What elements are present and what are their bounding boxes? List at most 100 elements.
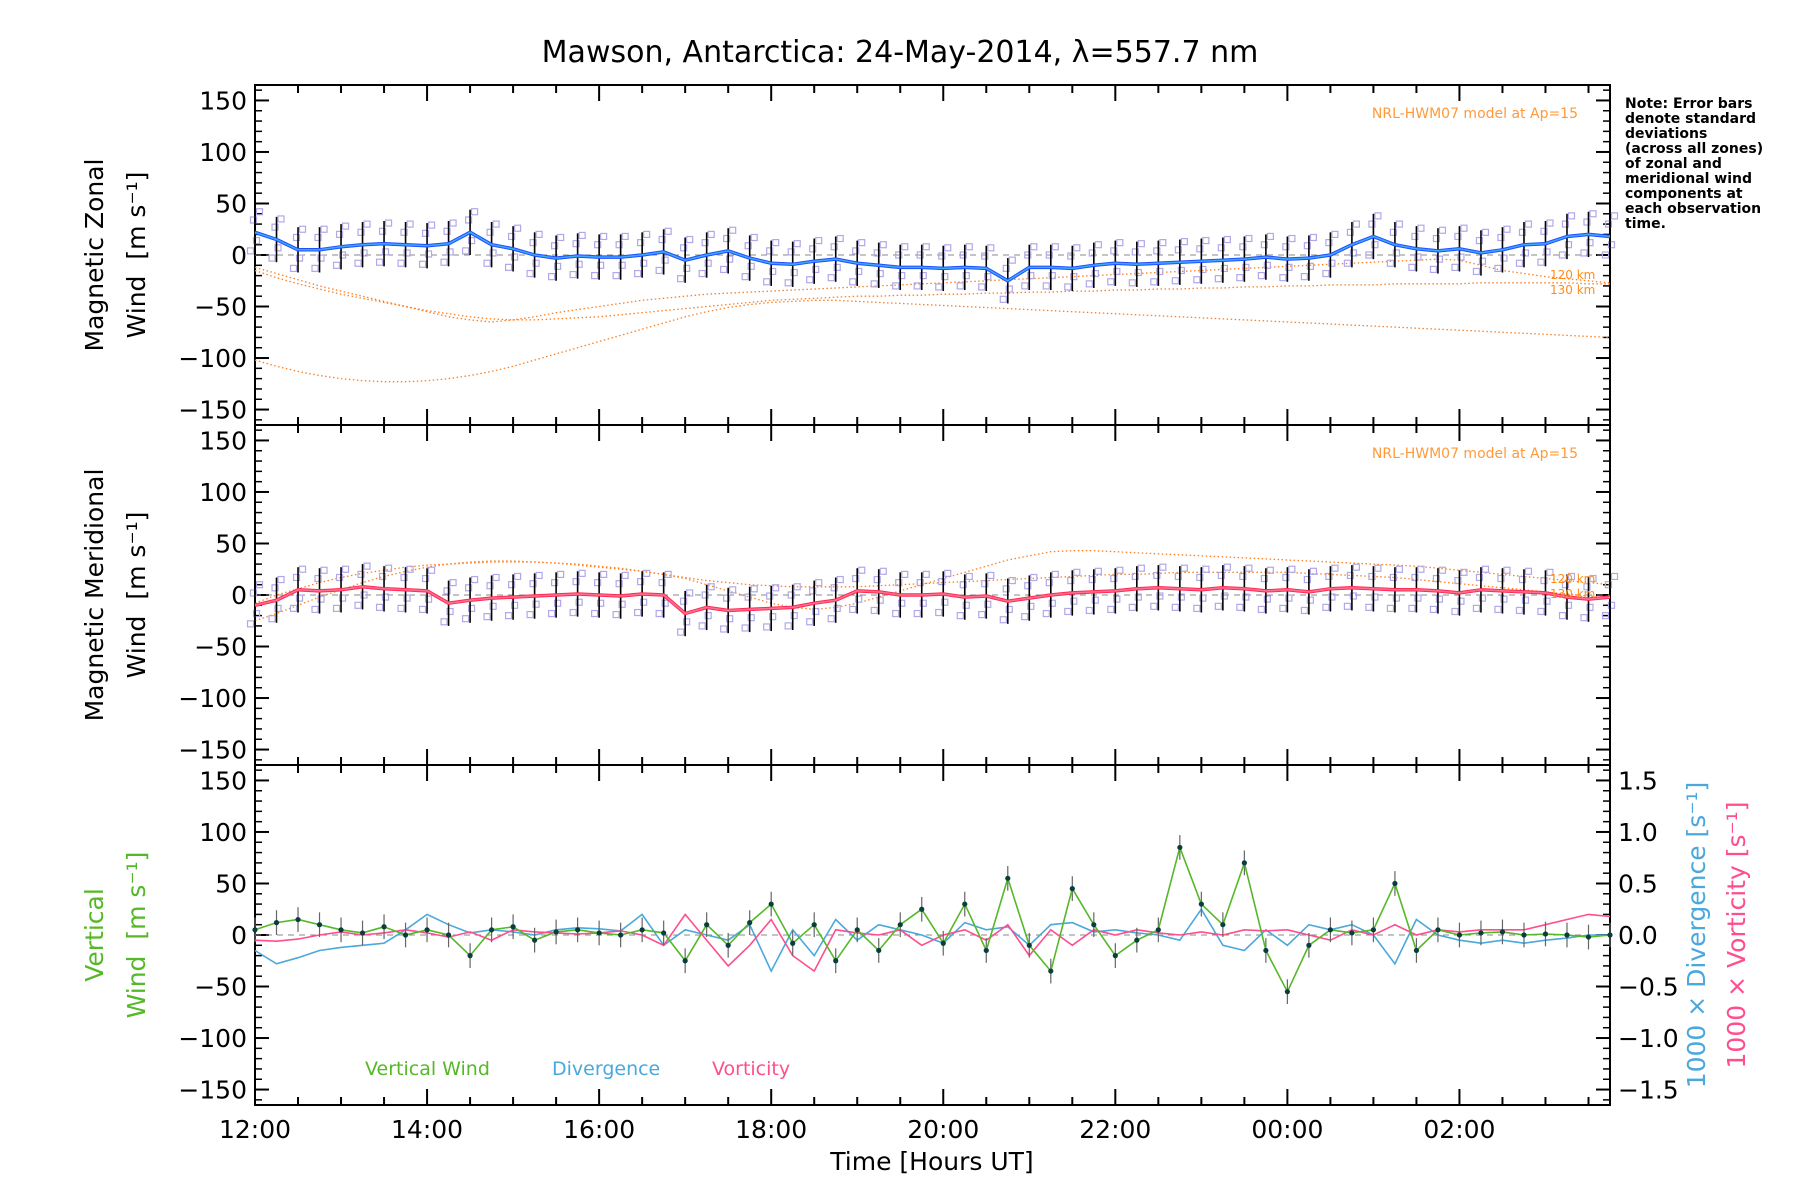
vertical-wind-point <box>445 932 452 938</box>
zone-point <box>381 248 390 256</box>
zone-point <box>686 589 694 597</box>
wind-line-highlight <box>254 231 1611 282</box>
zone-point <box>548 273 556 281</box>
zone-point <box>363 220 371 228</box>
zone-point <box>1288 565 1296 573</box>
ytick-label: −150 <box>178 396 247 425</box>
zone-point <box>1045 251 1053 259</box>
zonal-model-alt-130: 130 km <box>1550 283 1595 297</box>
zone-point <box>1537 258 1545 266</box>
ytick-label: 0 <box>231 241 247 270</box>
zone-point <box>1263 261 1271 269</box>
zone-point <box>1500 254 1508 262</box>
vertical-wind-point <box>553 929 559 935</box>
zone-point <box>461 247 470 255</box>
zone-point <box>1242 593 1250 601</box>
zone-point <box>1279 604 1287 612</box>
zone-point <box>483 613 491 621</box>
zone-point <box>1199 265 1207 274</box>
zone-point <box>747 262 755 270</box>
zone-point <box>1521 596 1530 604</box>
zone-point <box>830 584 838 592</box>
zone-point <box>1171 277 1179 285</box>
zonal-ylabel-line1: Magnetic Zonal <box>80 159 109 352</box>
zone-point <box>443 587 451 595</box>
zone-point <box>446 248 454 256</box>
zone-point <box>1285 263 1293 271</box>
zone-point <box>1073 244 1081 252</box>
zone-point <box>311 605 319 614</box>
zone-point <box>1196 245 1204 253</box>
zone-point <box>1027 272 1035 280</box>
zone-point <box>1610 212 1619 220</box>
xtick-label: 14:00 <box>391 1115 463 1144</box>
zone-point <box>1024 582 1032 590</box>
zone-point <box>661 599 669 607</box>
zone-point <box>1472 604 1481 612</box>
zone-point <box>1429 265 1438 274</box>
zone-point <box>424 250 433 258</box>
zone-point <box>1460 568 1468 576</box>
zone-point <box>999 616 1007 624</box>
zone-point <box>763 623 771 631</box>
zonal-model-alt-120: 120 km <box>1550 268 1595 282</box>
zone-point <box>1174 246 1182 254</box>
zone-point <box>292 233 301 242</box>
vertical-wind-point <box>1048 968 1054 974</box>
zone-point <box>1524 220 1533 228</box>
zone-point <box>621 232 629 241</box>
zone-point <box>1331 564 1339 572</box>
zone-point <box>554 262 562 270</box>
note-line-3: deviations <box>1625 126 1707 142</box>
ytick-label: 50 <box>215 869 247 898</box>
zone-point <box>1067 252 1075 260</box>
zone-point <box>1174 572 1182 581</box>
zone-point <box>1457 597 1465 605</box>
vertical-wind-point <box>532 937 538 943</box>
zone-point <box>255 208 264 216</box>
zone-point <box>418 260 427 268</box>
zone-point <box>1051 243 1059 251</box>
zone-point <box>640 598 648 606</box>
zone-point <box>295 594 304 602</box>
xtick-label: 20:00 <box>907 1115 979 1144</box>
svg-text:Wind [m s⁻¹]: Wind [m s⁻¹] <box>122 512 151 679</box>
zone-point <box>701 591 709 599</box>
ytick-label: −100 <box>178 684 247 713</box>
zone-point <box>1497 233 1505 242</box>
zone-point <box>809 245 817 253</box>
zone-point <box>1494 264 1502 272</box>
zone-point <box>1537 607 1545 616</box>
zone-point <box>901 570 909 578</box>
zone-point <box>1303 242 1311 250</box>
zone-point <box>1414 594 1422 602</box>
vertical-wind-line <box>254 844 1611 994</box>
zone-point <box>1300 273 1308 281</box>
zone-point <box>1438 566 1447 574</box>
zone-point <box>1610 572 1619 581</box>
zone-point <box>320 225 328 233</box>
vertical-wind-point <box>1456 932 1463 938</box>
zone-point <box>981 252 989 260</box>
zone-point <box>1540 576 1548 585</box>
zone-point <box>1131 248 1139 256</box>
zone-point <box>784 622 792 630</box>
zone-point <box>1374 212 1382 220</box>
zone-point <box>1048 599 1056 607</box>
zone-point <box>513 224 522 232</box>
zone-point <box>1331 230 1339 238</box>
vertical-wind-point <box>897 922 903 928</box>
zone-point <box>470 575 479 584</box>
zone-point <box>830 243 838 251</box>
zone-point <box>578 231 586 240</box>
zone-point <box>1180 238 1188 246</box>
vertical-wind-point <box>983 947 989 954</box>
zone-point <box>554 599 562 607</box>
zone-point <box>1435 595 1444 603</box>
vertical-wind-point <box>876 947 882 954</box>
ytick-label: 150 <box>199 86 247 115</box>
zone-point <box>1282 573 1290 582</box>
note-line-7: components at <box>1625 186 1743 202</box>
zone-point <box>1414 253 1422 261</box>
zone-point <box>720 265 728 274</box>
